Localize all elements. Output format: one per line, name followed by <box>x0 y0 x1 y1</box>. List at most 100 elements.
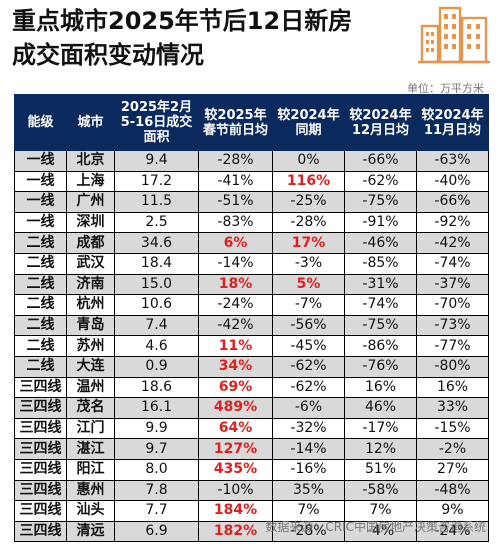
table-row: 一线 北京 9.4 -28% 0% -66% -63% <box>14 150 489 172</box>
vs-yoy-cell: -25% <box>272 191 345 213</box>
area-cell: 10.6 <box>114 294 199 316</box>
tier-cell: 三四线 <box>14 479 67 502</box>
vs-nov-cell: 9% <box>416 500 489 522</box>
vs-dec-cell: -91% <box>344 211 417 234</box>
city-cell: 济南 <box>66 273 115 296</box>
vs-nov-cell: -80% <box>416 355 489 378</box>
header-vs-pre-festival: 较2025年春节前日均 <box>198 94 273 151</box>
header-vs-yoy: 较2024年同期 <box>272 94 345 151</box>
area-cell: 18.4 <box>114 252 199 275</box>
vs-nov-cell: -37% <box>416 273 489 296</box>
tier-cell: 三四线 <box>14 417 67 440</box>
vs-dec-cell: 12% <box>344 438 417 460</box>
vs-dec-cell: -46% <box>344 232 417 254</box>
vs-yoy-cell: -14% <box>272 438 345 460</box>
tier-cell: 三四线 <box>14 458 67 481</box>
area-cell: 7.7 <box>114 500 199 522</box>
city-cell: 武汉 <box>66 252 115 275</box>
tier-cell: 三四线 <box>14 397 67 419</box>
tier-cell: 一线 <box>14 170 67 193</box>
city-cell: 苏州 <box>66 335 115 357</box>
vs-nov-cell: -63% <box>416 150 489 172</box>
city-cell: 温州 <box>66 376 115 399</box>
vs-dec-cell: -31% <box>344 273 417 296</box>
vs-nov-cell: -74% <box>416 252 489 275</box>
table-row: 二线 成都 34.6 6% 17% -46% -42% <box>14 232 489 254</box>
vs-pre-festival-cell: -83% <box>198 211 273 234</box>
vs-nov-cell: -92% <box>416 211 489 234</box>
vs-pre-festival-cell: 184% <box>198 500 273 522</box>
vs-dec-cell: -58% <box>344 479 417 502</box>
table-row: 三四线 温州 18.6 69% -62% 16% 16% <box>14 376 489 399</box>
vs-pre-festival-cell: 6% <box>198 232 273 254</box>
table-row: 三四线 阳江 8.0 435% -16% 51% 27% <box>14 458 489 481</box>
tier-cell: 一线 <box>14 211 67 234</box>
tier-cell: 三四线 <box>14 500 67 522</box>
data-table-container: 能级 城市 2025年2月5-16日成交面积 较2025年春节前日均 较2024… <box>14 94 489 543</box>
vs-dec-cell: -62% <box>344 170 417 193</box>
vs-dec-cell: -66% <box>344 150 417 172</box>
tier-cell: 二线 <box>14 273 67 296</box>
area-cell: 9.9 <box>114 417 199 440</box>
vs-nov-cell: -66% <box>416 191 489 213</box>
vs-nov-cell: -70% <box>416 294 489 316</box>
table-row: 一线 上海 17.2 -41% 116% -62% -40% <box>14 170 489 193</box>
vs-yoy-cell: -7% <box>272 294 345 316</box>
vs-pre-festival-cell: -51% <box>198 191 273 213</box>
vs-pre-festival-cell: 64% <box>198 417 273 440</box>
vs-nov-cell: 16% <box>416 376 489 399</box>
table-row: 二线 大连 0.9 34% -62% -76% -80% <box>14 355 489 378</box>
table-row: 一线 深圳 2.5 -83% -28% -91% -92% <box>14 211 489 234</box>
tier-cell: 二线 <box>14 314 67 337</box>
vs-pre-festival-cell: 18% <box>198 273 273 296</box>
area-cell: 0.9 <box>114 355 199 378</box>
vs-dec-cell: 51% <box>344 458 417 481</box>
vs-nov-cell: -48% <box>416 479 489 502</box>
area-cell: 7.4 <box>114 314 199 337</box>
table-row: 二线 杭州 10.6 -24% -7% -74% -70% <box>14 294 489 316</box>
header-vs-nov: 较2024年11月日均 <box>416 94 489 151</box>
vs-nov-cell: -24% <box>416 520 489 543</box>
tier-cell: 二线 <box>14 355 67 378</box>
table-header-row: 能级 城市 2025年2月5-16日成交面积 较2025年春节前日均 较2024… <box>14 94 489 151</box>
vs-pre-festival-cell: 489% <box>198 397 273 419</box>
area-cell: 17.2 <box>114 170 199 193</box>
vs-nov-cell: -2% <box>416 438 489 460</box>
city-cell: 广州 <box>66 191 115 213</box>
city-cell: 成都 <box>66 232 115 254</box>
vs-pre-festival-cell: 11% <box>198 335 273 357</box>
table-row: 三四线 惠州 7.8 -10% 35% -58% -48% <box>14 479 489 502</box>
vs-dec-cell: -75% <box>344 191 417 213</box>
vs-pre-festival-cell: 182% <box>198 520 273 543</box>
area-cell: 9.7 <box>114 438 199 460</box>
city-cell: 阳江 <box>66 458 115 481</box>
vs-dec-cell: 46% <box>344 397 417 419</box>
header-city: 城市 <box>66 94 115 151</box>
vs-pre-festival-cell: 435% <box>198 458 273 481</box>
title-line-1: 重点城市2025年节后12日新房 <box>12 7 353 35</box>
table-row: 三四线 茂名 16.1 489% -6% 46% 33% <box>14 397 489 419</box>
city-cell: 清远 <box>66 520 115 543</box>
vs-yoy-cell: -6% <box>272 397 345 419</box>
vs-pre-festival-cell: -42% <box>198 314 273 337</box>
vs-pre-festival-cell: -24% <box>198 294 273 316</box>
vs-pre-festival-cell: -28% <box>198 150 273 172</box>
city-cell: 深圳 <box>66 211 115 234</box>
city-cell: 上海 <box>66 170 115 193</box>
tier-cell: 二线 <box>14 335 67 357</box>
city-cell: 江门 <box>66 417 115 440</box>
vs-nov-cell: -42% <box>416 232 489 254</box>
table-row: 二线 青岛 7.4 -42% -56% -75% -73% <box>14 314 489 337</box>
vs-yoy-cell: -56% <box>272 314 345 337</box>
tier-cell: 三四线 <box>14 520 67 543</box>
tier-cell: 三四线 <box>14 376 67 399</box>
table-row: 三四线 汕头 7.7 184% 7% 7% 9% <box>14 500 489 522</box>
vs-nov-cell: -15% <box>416 417 489 440</box>
city-cell: 茂名 <box>66 397 115 419</box>
vs-dec-cell: 16% <box>344 376 417 399</box>
unit-label: 单位：万平方米 <box>407 82 484 95</box>
area-cell: 4.6 <box>114 335 199 357</box>
table-row: 三四线 湛江 9.7 127% -14% 12% -2% <box>14 438 489 460</box>
city-cell: 湛江 <box>66 438 115 460</box>
vs-yoy-cell: -62% <box>272 376 345 399</box>
